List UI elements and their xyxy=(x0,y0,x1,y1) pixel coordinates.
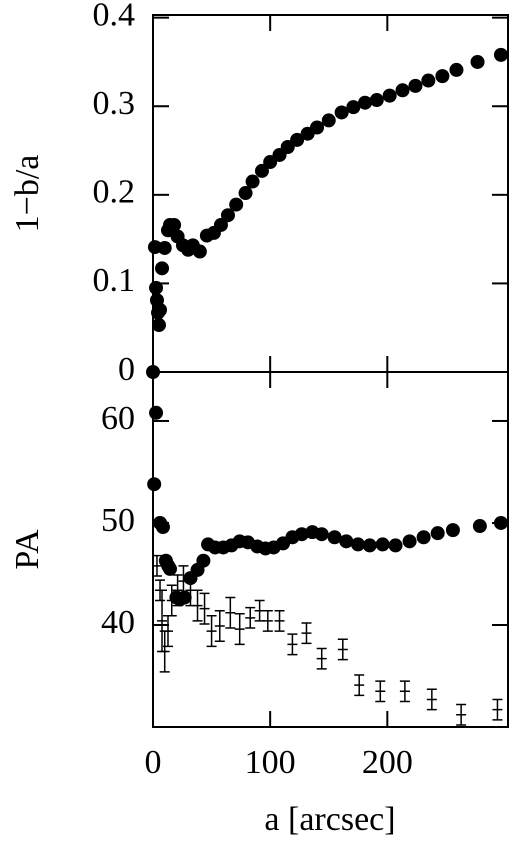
y-tick-label: 50 xyxy=(101,502,135,539)
point xyxy=(149,280,164,295)
point xyxy=(245,174,260,189)
error-bar xyxy=(206,615,217,648)
point xyxy=(430,526,445,541)
x-tick-label: 200 xyxy=(362,744,413,781)
point xyxy=(351,537,366,552)
error-bar xyxy=(354,674,365,697)
point xyxy=(294,527,309,542)
point xyxy=(375,537,390,552)
point xyxy=(157,240,172,255)
error-bar xyxy=(375,680,386,703)
error-bar xyxy=(274,609,285,632)
point xyxy=(493,47,508,62)
error-bar xyxy=(316,647,327,670)
error-bar xyxy=(254,599,265,622)
error-bar xyxy=(214,609,225,643)
y-tick-label: 0 xyxy=(118,351,135,388)
point xyxy=(334,105,349,120)
point xyxy=(220,208,235,223)
error-bar xyxy=(262,609,273,632)
x-axis-label: a [arcsec] xyxy=(264,801,395,838)
point xyxy=(362,538,377,553)
error-bar xyxy=(301,622,312,645)
point xyxy=(155,261,170,276)
point xyxy=(445,523,460,538)
point xyxy=(213,217,228,232)
point xyxy=(449,62,464,77)
point xyxy=(314,527,329,542)
point xyxy=(435,69,450,84)
point xyxy=(346,100,361,115)
error-bar xyxy=(426,688,437,711)
error-bar xyxy=(234,613,245,646)
bottom-frame xyxy=(152,371,509,728)
point xyxy=(153,302,168,317)
error-bar xyxy=(162,615,173,648)
error-bar xyxy=(157,589,168,653)
point xyxy=(155,520,170,535)
y-axis-label: PA xyxy=(9,529,46,570)
point xyxy=(388,538,403,553)
point xyxy=(402,534,417,549)
y-tick-label: 0.4 xyxy=(93,0,136,33)
error-bar xyxy=(399,680,410,703)
error-bar xyxy=(225,596,236,629)
point xyxy=(395,83,410,98)
error-bar xyxy=(172,574,183,607)
point xyxy=(472,519,487,534)
error-bar xyxy=(166,584,177,617)
y-tick-label: 40 xyxy=(101,604,135,641)
x-tick-label: 100 xyxy=(245,744,296,781)
point xyxy=(147,477,162,492)
point xyxy=(192,244,207,259)
point xyxy=(177,590,192,605)
point xyxy=(238,186,253,201)
error-bar xyxy=(287,633,298,656)
point xyxy=(416,530,431,545)
point xyxy=(254,163,269,178)
error-bar xyxy=(185,574,196,607)
error-bar xyxy=(456,703,467,726)
y-tick-label: 60 xyxy=(101,400,135,437)
y-tick-label: 0.2 xyxy=(93,174,136,211)
error-bar xyxy=(492,698,503,721)
point xyxy=(358,95,373,110)
point xyxy=(382,88,397,103)
point xyxy=(369,93,384,108)
point xyxy=(196,553,211,568)
error-bar xyxy=(245,606,256,629)
y-axis-label: 1−b/a xyxy=(9,155,46,233)
y-tick-label: 0.1 xyxy=(93,262,136,299)
error-bar xyxy=(151,554,162,577)
x-tick-label: 0 xyxy=(145,744,162,781)
point xyxy=(162,561,177,576)
point xyxy=(327,530,342,545)
point xyxy=(470,54,485,69)
point xyxy=(408,78,423,93)
point xyxy=(151,318,166,333)
error-bar xyxy=(178,565,189,598)
point xyxy=(290,132,305,147)
y-tick-label: 0.3 xyxy=(93,85,136,122)
point xyxy=(149,405,164,420)
error-bar xyxy=(192,589,203,622)
point xyxy=(339,534,354,549)
point xyxy=(321,113,336,128)
point xyxy=(229,197,244,212)
point xyxy=(310,120,325,135)
point xyxy=(493,515,508,530)
error-bar xyxy=(159,630,170,673)
error-bar xyxy=(199,592,210,625)
error-bar xyxy=(337,638,348,661)
point xyxy=(167,217,182,232)
point xyxy=(421,73,436,88)
